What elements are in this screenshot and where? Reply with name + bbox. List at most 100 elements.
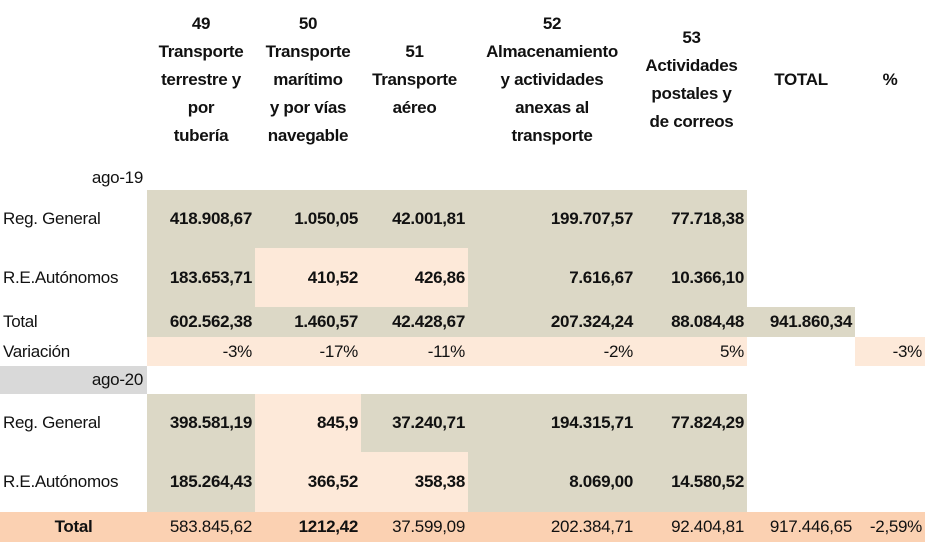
table-cell[interactable]: [147, 165, 255, 190]
column-header-line: navegable: [267, 126, 349, 145]
column-header: 51 Transporte aéreo: [361, 6, 468, 154]
column-header-line: por: [187, 98, 215, 117]
column-header-line: tubería: [173, 126, 229, 145]
table-cell[interactable]: [636, 366, 747, 394]
table-cell[interactable]: 92.404,81: [636, 512, 747, 542]
table-cell[interactable]: 358,38: [361, 452, 468, 512]
table-cell[interactable]: 1.460,57: [255, 307, 361, 337]
table-cell[interactable]: [468, 165, 636, 190]
row-label: Reg. General: [0, 190, 147, 248]
table-cell[interactable]: [747, 337, 855, 366]
column-header: 52 Almacenamiento y actividades anexas al tr…: [468, 6, 636, 154]
table-cell[interactable]: [255, 165, 361, 190]
table-cell[interactable]: 77.718,38: [636, 190, 747, 248]
row-label: ago-20: [0, 366, 147, 394]
column-header-line: TOTAL: [774, 70, 828, 89]
table-cell[interactable]: 917.446,65: [747, 512, 855, 542]
column-header-line: de correos: [649, 112, 734, 131]
table-cell[interactable]: [747, 190, 855, 248]
table-cell[interactable]: 88.084,48: [636, 307, 747, 337]
table-cell[interactable]: -11%: [361, 337, 468, 366]
table-cell[interactable]: [855, 307, 925, 337]
table-cell[interactable]: [855, 394, 925, 452]
table-cell[interactable]: [747, 165, 855, 190]
row-label: ago-19: [0, 165, 147, 190]
column-header-line: aéreo: [392, 98, 437, 117]
column-header-line: 51: [405, 42, 424, 61]
column-header-line: anexas al: [515, 98, 589, 117]
table-cell[interactable]: 845,9: [255, 394, 361, 452]
column-header: 53 Actividades postales y de correos: [636, 6, 747, 154]
table-cell[interactable]: [855, 366, 925, 394]
table-cell[interactable]: 42.001,81: [361, 190, 468, 248]
table-cell[interactable]: 207.324,24: [468, 307, 636, 337]
table-cell[interactable]: 37.240,71: [361, 394, 468, 452]
row-label: R.E.Autónomos: [0, 248, 147, 307]
table-cell[interactable]: 398.581,19: [147, 394, 255, 452]
column-header-line: y por vías: [269, 98, 347, 117]
table-cell[interactable]: 602.562,38: [147, 307, 255, 337]
column-header-line: 52: [542, 14, 562, 33]
table-cell[interactable]: 77.824,29: [636, 394, 747, 452]
table-cell[interactable]: 14.580,52: [636, 452, 747, 512]
column-header-line: Actividades: [645, 56, 738, 75]
table-cell[interactable]: 8.069,00: [468, 452, 636, 512]
table-cell[interactable]: 199.707,57: [468, 190, 636, 248]
column-header-line: 50: [298, 14, 318, 33]
column-header-line: Transporte: [265, 42, 351, 61]
table-cell[interactable]: [747, 248, 855, 307]
table-cell[interactable]: -3%: [147, 337, 255, 366]
table-cell[interactable]: [361, 165, 468, 190]
column-header-line: marítimo: [273, 70, 343, 89]
column-header-line: y actividades: [500, 70, 604, 89]
table-cell[interactable]: [361, 366, 468, 394]
row-label: Total: [0, 307, 147, 337]
row-label: R.E.Autónomos: [0, 452, 147, 512]
table-cell[interactable]: 418.908,67: [147, 190, 255, 248]
column-header-line: 49: [191, 14, 211, 33]
column-header: TOTAL: [747, 6, 855, 154]
table-cell[interactable]: [747, 452, 855, 512]
table-cell[interactable]: 410,52: [255, 248, 361, 307]
table-cell[interactable]: -2%: [468, 337, 636, 366]
table-cell[interactable]: 194.315,71: [468, 394, 636, 452]
table-cell[interactable]: [747, 394, 855, 452]
row-label: Variación: [0, 337, 147, 366]
table-cell[interactable]: [468, 366, 636, 394]
column-header-line: 53: [682, 28, 701, 47]
table-cell[interactable]: 426,86: [361, 248, 468, 307]
column-header: %: [855, 6, 925, 154]
table-cell[interactable]: 1212,42: [255, 512, 361, 542]
table-cell[interactable]: [255, 366, 361, 394]
table-cell[interactable]: 1.050,05: [255, 190, 361, 248]
table-cell[interactable]: 183.653,71: [147, 248, 255, 307]
column-header-line: postales y: [651, 84, 732, 103]
table-cell[interactable]: [855, 248, 925, 307]
table-cell[interactable]: 583.845,62: [147, 512, 255, 542]
table-cell[interactable]: 202.384,71: [468, 512, 636, 542]
table-cell[interactable]: -17%: [255, 337, 361, 366]
table-cell[interactable]: [855, 452, 925, 512]
table-cell[interactable]: 185.264,43: [147, 452, 255, 512]
table-cell[interactable]: -3%: [855, 337, 925, 366]
column-header-line: Almacenamiento: [486, 42, 618, 61]
column-header-line: transporte: [511, 126, 593, 145]
table-cell[interactable]: 5%: [636, 337, 747, 366]
column-header-line: terrestre y: [161, 70, 241, 89]
table-cell[interactable]: [636, 165, 747, 190]
table-cell[interactable]: -2,59%: [855, 512, 925, 542]
column-header-line: Transporte: [158, 42, 244, 61]
table-cell[interactable]: 366,52: [255, 452, 361, 512]
table-cell[interactable]: [747, 366, 855, 394]
column-header: 50 Transporte marítimo y por vías navegable: [255, 6, 361, 154]
table-cell[interactable]: [855, 190, 925, 248]
column-header-line: Transporte: [372, 70, 457, 89]
table-cell[interactable]: [147, 366, 255, 394]
table-cell[interactable]: 10.366,10: [636, 248, 747, 307]
table-cell[interactable]: 7.616,67: [468, 248, 636, 307]
table-cell[interactable]: 941.860,34: [747, 307, 855, 337]
column-header: 49 Transporte terrestre y por tubería: [147, 6, 255, 154]
table-cell[interactable]: 37.599,09: [361, 512, 468, 542]
table-cell[interactable]: 42.428,67: [361, 307, 468, 337]
table-cell[interactable]: [855, 165, 925, 190]
